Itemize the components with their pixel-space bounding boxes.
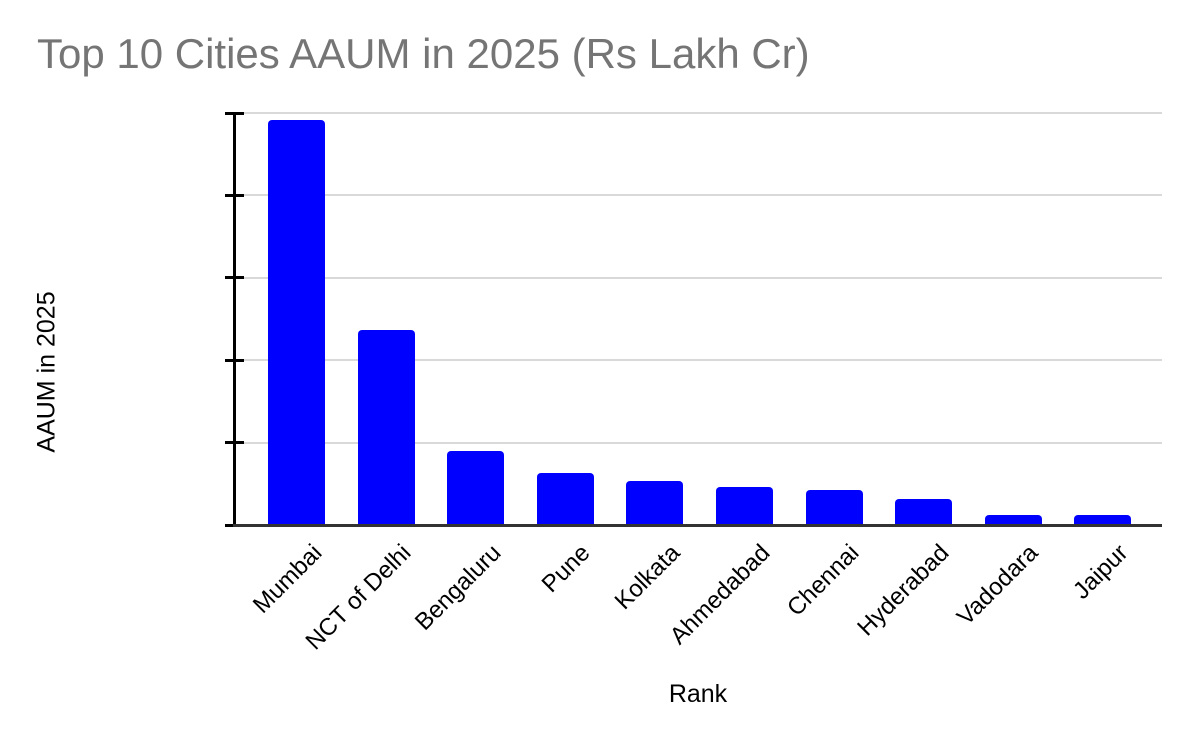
bar-mumbai	[268, 119, 325, 525]
bar-jaipur	[1074, 514, 1132, 525]
x-axis-tick-label-chennai: Chennai	[782, 539, 865, 622]
x-axis-tick-label-pune: Pune	[536, 539, 596, 599]
gridline	[236, 112, 1162, 114]
x-axis-tick-label-jaipur: Jaipur	[1067, 539, 1134, 605]
bar-kolkata	[626, 481, 684, 525]
bar-chennai	[805, 489, 863, 525]
x-axis-line	[233, 524, 1162, 527]
x-axis-tick-label-vadodara: Vadodara	[952, 539, 1044, 631]
y-axis-title: AAUM in 2025	[32, 291, 61, 453]
x-axis-title: Rank	[668, 680, 728, 708]
bar-pune	[536, 473, 594, 525]
x-axis-tick-label-kolkata: Kolkata	[609, 539, 686, 615]
x-axis-tick-label-bengaluru: Bengaluru	[409, 539, 507, 636]
bar-vadodara	[984, 515, 1042, 525]
chart-title: Top 10 Cities AAUM in 2025 (Rs Lakh Cr)	[37, 30, 810, 77]
gridline	[236, 194, 1162, 197]
bar-hyderabad	[895, 498, 953, 525]
bar-ahmedabad	[716, 486, 773, 525]
x-axis-tick-label-hyderabad: Hyderabad	[851, 539, 955, 642]
gridline	[236, 441, 1162, 444]
bar-bengaluru	[447, 450, 505, 525]
plot-area	[230, 112, 1162, 525]
bar-nct-of-delhi	[357, 329, 415, 525]
gridline	[236, 359, 1162, 362]
y-axis-line	[233, 112, 236, 527]
x-axis-tick-label-mumbai: Mumbai	[247, 539, 327, 619]
gridline	[236, 276, 1162, 279]
